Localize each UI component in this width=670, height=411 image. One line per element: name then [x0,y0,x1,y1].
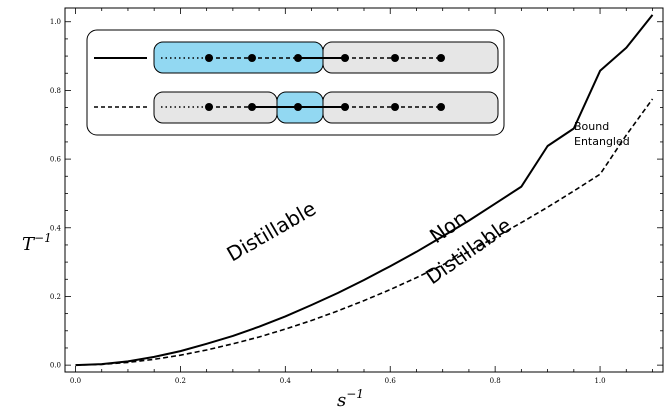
x-tick-label: 0.6 [385,377,397,385]
bottom-dot [205,103,213,111]
x-tick-label: 1.0 [594,377,605,385]
top-dot [205,54,213,62]
y-tick-label: 1.0 [50,18,61,26]
series-layer [75,14,654,367]
top-dot [437,54,445,62]
x-axis-label: s−1 [337,387,364,411]
y-tick-label: 0.0 [50,362,61,370]
tick-labels: 0.0 0.2 0.4 0.6 0.8 1.0 0.0 0.2 0.4 0.6 0.8 1.0 [50,18,606,385]
distillable-label: Distillable [223,196,320,266]
y-tick-label: 0.8 [50,87,61,95]
inset-diagram [86,29,505,136]
inset-top-row [94,41,499,74]
bottom-dot [391,103,399,111]
bound-label: Bound [574,120,609,133]
solid-series-line [75,14,654,367]
y-tick-label: 0.6 [50,156,62,164]
top-dot [294,54,302,62]
y-tick-label: 0.2 [50,293,61,301]
y-axis-label: T−1 [22,231,52,255]
x-tick-label: 0.2 [175,377,186,385]
top-dot [341,54,349,62]
axis-ticks [65,8,663,372]
top-dot [391,54,399,62]
y-tick-label: 0.4 [50,224,62,232]
entangled-label: Entangled [574,135,630,148]
inset-bottom-row [94,91,499,124]
x-tick-label: 0.0 [70,377,81,385]
bottom-dot [341,103,349,111]
bottom-dot [294,103,302,111]
x-tick-label: 0.8 [490,377,501,385]
bottom-dot [248,103,256,111]
dashed-series-line [75,98,654,366]
x-tick-label: 0.4 [280,377,292,385]
top-dot [248,54,256,62]
bottom-dot [437,103,445,111]
